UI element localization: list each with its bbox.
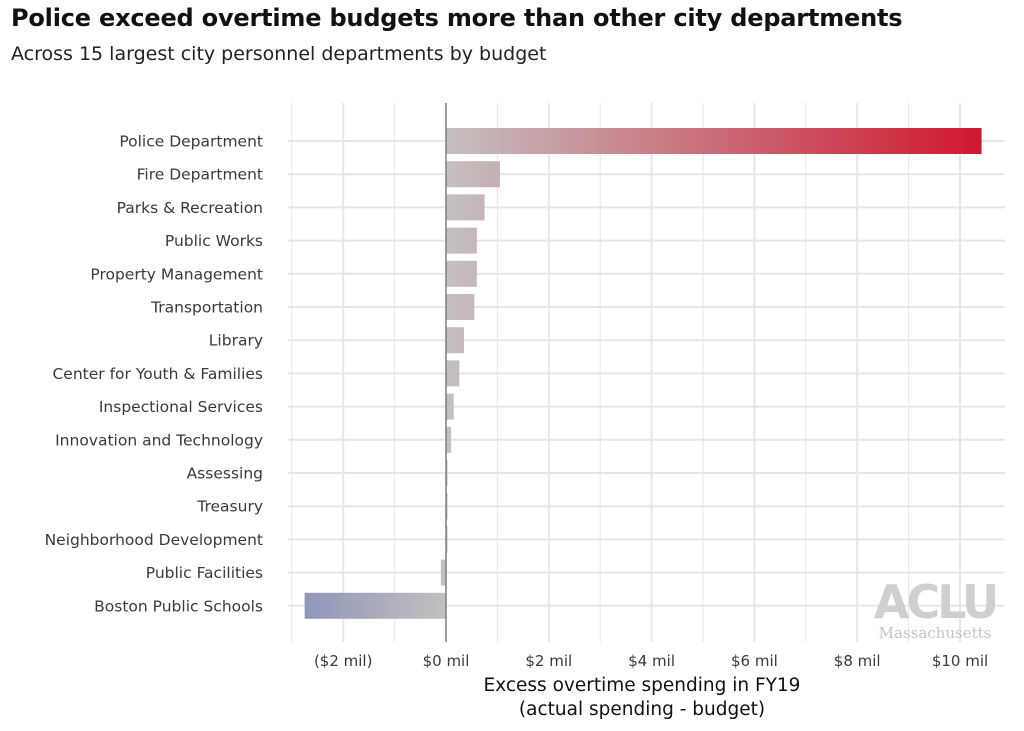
bar-treasury — [446, 493, 448, 520]
bar-library — [446, 327, 464, 354]
category-label: Treasury — [196, 498, 263, 516]
x-tick-label: $4 mil — [628, 652, 675, 670]
logo-wordmark: ACLU — [874, 575, 996, 629]
horizontal-gridlines — [288, 140, 1005, 607]
bar-assessing — [446, 460, 448, 486]
bars — [304, 128, 982, 619]
category-label: Boston Public Schools — [94, 597, 263, 615]
logo-region: Massachusetts — [879, 624, 992, 642]
bar-inspectional-services — [446, 393, 454, 420]
category-label: Public Works — [165, 232, 263, 250]
x-axis-title-line2: (actual spending - budget) — [519, 699, 765, 720]
bar-parks-recreation — [446, 194, 485, 221]
category-label: Fire Department — [137, 166, 263, 184]
category-label: Assessing — [187, 465, 263, 483]
bar-fire-department — [446, 161, 500, 188]
category-label: Parks & Recreation — [117, 199, 263, 217]
category-label: Center for Youth & Families — [52, 365, 263, 383]
x-tick-labels: ($2 mil) $0 mil $2 mil $4 mil $6 mil $8 mil $1… — [314, 652, 988, 670]
x-axis-title-line1: Excess overtime spending in FY19 — [484, 675, 801, 696]
x-tick-label: $8 mil — [834, 652, 881, 670]
x-tick-label: $2 mil — [525, 652, 572, 670]
bar-property-management — [446, 260, 477, 287]
bar-transportation — [446, 294, 475, 320]
x-tick-label: ($2 mil) — [314, 652, 373, 670]
bar-public-facilities — [440, 559, 446, 586]
bar-innovation-and-technology — [446, 426, 452, 453]
category-label: Inspectional Services — [99, 398, 263, 416]
category-labels: Police Department Fire Department Parks & … — [45, 133, 263, 616]
chart-subtitle: Across 15 largest city personnel departm… — [11, 43, 547, 65]
bar-public-works — [446, 227, 477, 254]
bar-police-department — [446, 128, 982, 154]
category-label: Public Facilities — [146, 564, 263, 582]
x-tick-label: $0 mil — [423, 652, 470, 670]
category-label: Neighborhood Development — [45, 531, 263, 549]
category-label: Property Management — [90, 265, 263, 283]
x-tick-label: $6 mil — [731, 652, 778, 670]
category-label: Library — [209, 332, 263, 350]
bar-center-for-youth-families — [446, 360, 460, 387]
category-label: Innovation and Technology — [55, 431, 263, 449]
bar-boston-public-schools — [304, 592, 446, 619]
aclu-logo: ACLU Massachusetts — [874, 575, 999, 642]
bar-neighborhood-development — [446, 526, 448, 553]
category-label: Police Department — [119, 133, 263, 151]
x-tick-label: $10 mil — [932, 652, 988, 670]
chart-title: Police exceed overtime budgets more than… — [11, 4, 903, 32]
category-label: Transportation — [150, 299, 263, 317]
